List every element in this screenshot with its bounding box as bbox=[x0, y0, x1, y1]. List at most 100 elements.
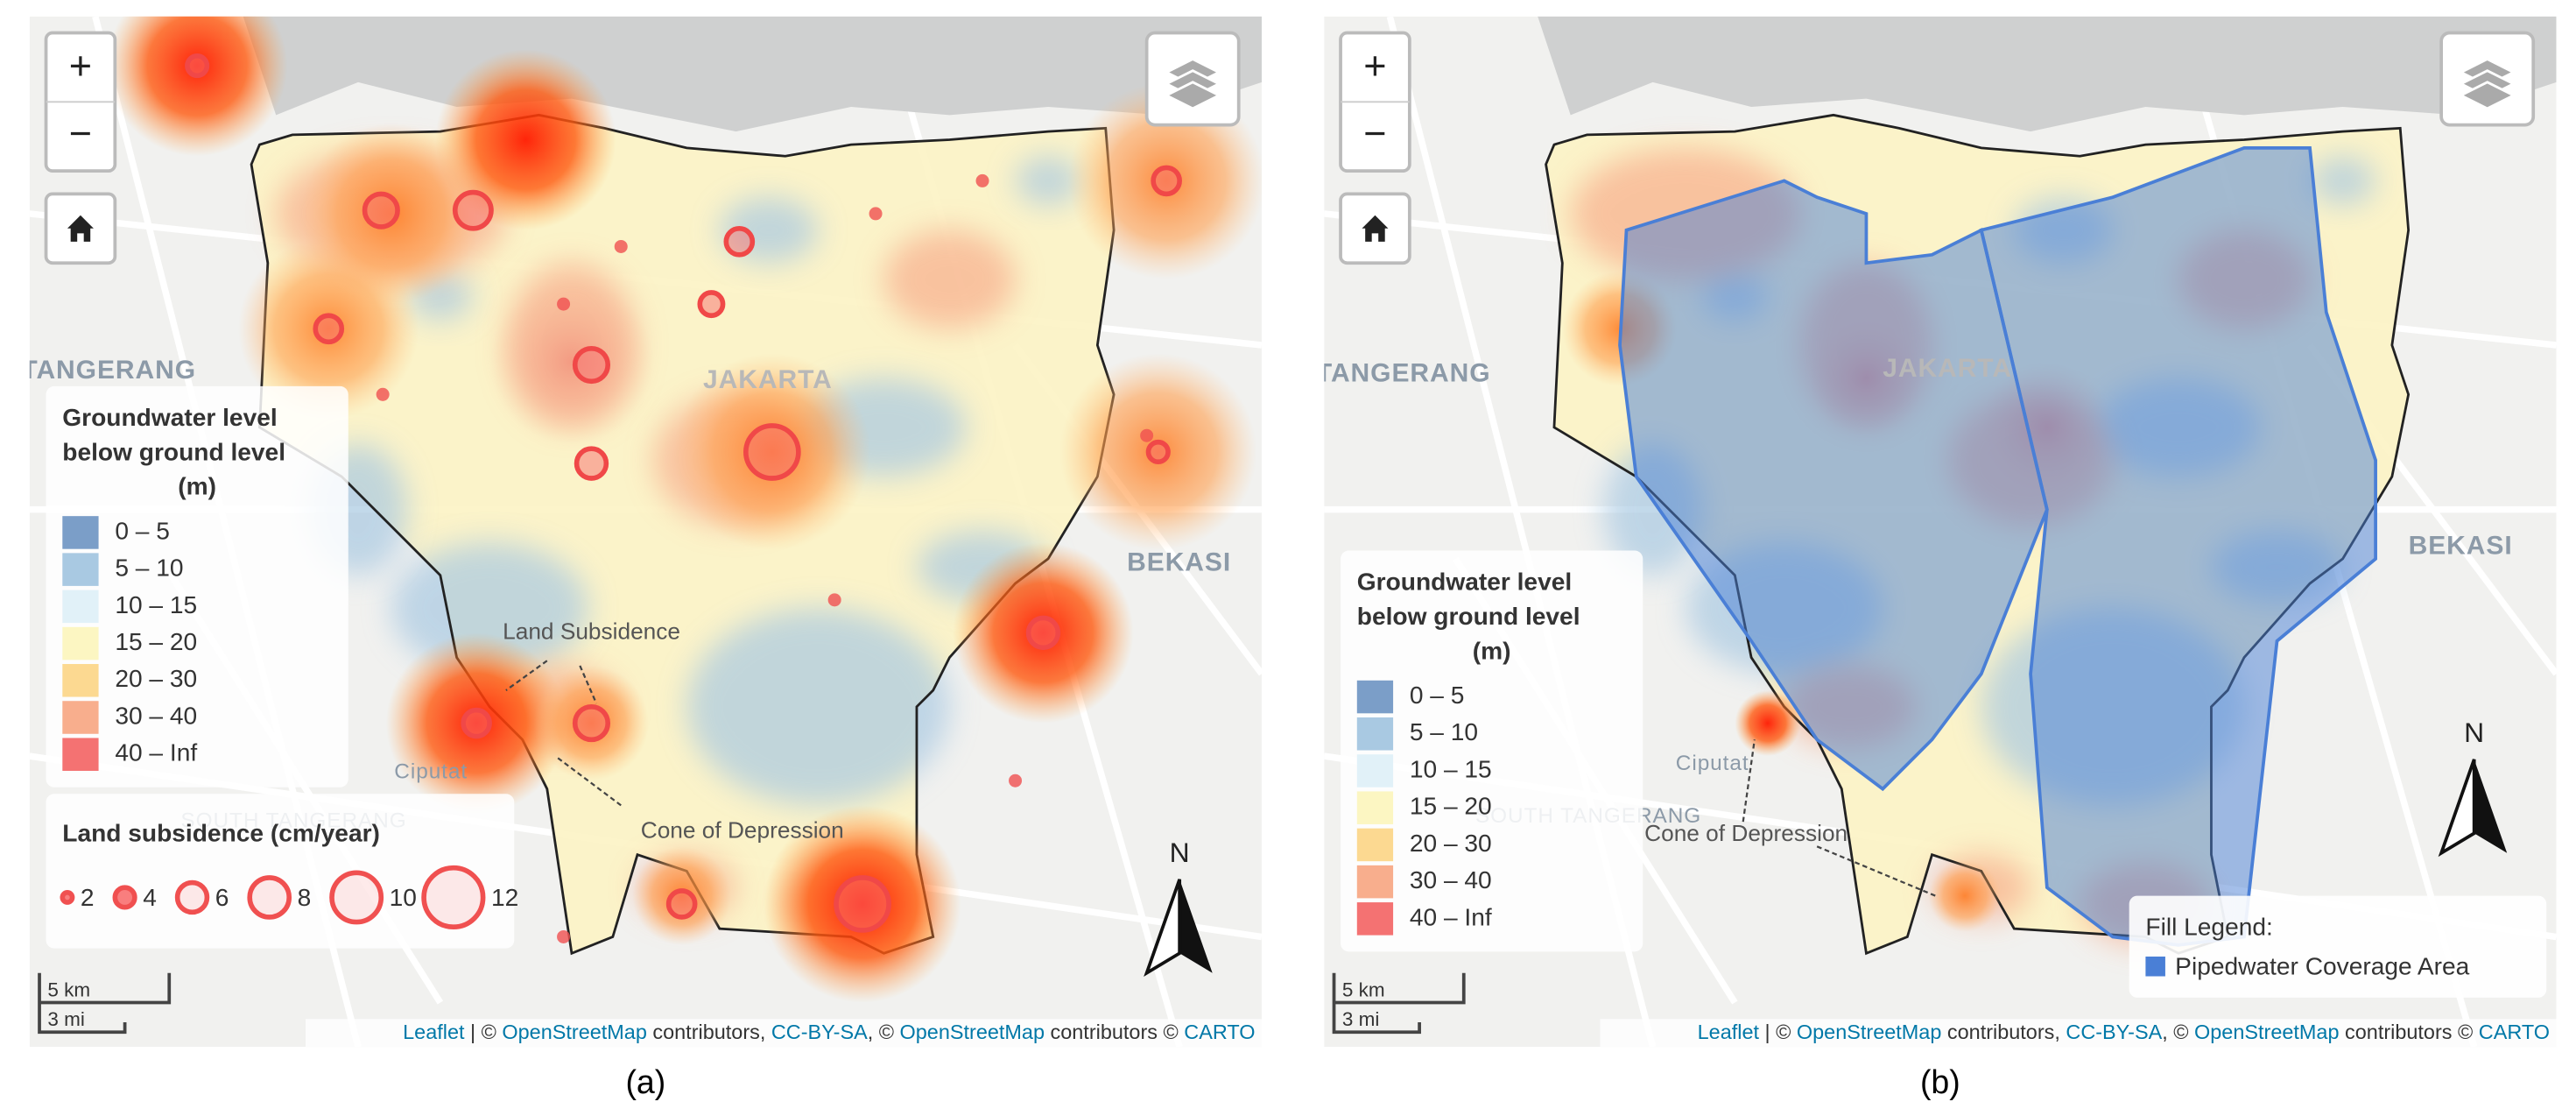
heat-spot bbox=[489, 279, 654, 444]
panel-caption: (b) bbox=[1920, 1063, 1960, 1100]
attribution-text: contributors © bbox=[2340, 1021, 2479, 1043]
zoom-in-button[interactable]: + bbox=[69, 44, 92, 88]
attribution-link[interactable]: Leaflet bbox=[403, 1021, 465, 1043]
attribution-text: contributors, bbox=[1941, 1021, 2066, 1043]
attribution-link[interactable]: CARTO bbox=[1184, 1021, 1255, 1043]
attribution-link[interactable]: OpenStreetMap bbox=[900, 1021, 1045, 1043]
scale-label: 5 km bbox=[47, 978, 90, 1000]
attribution: Leaflet | © OpenStreetMap contributors, … bbox=[403, 1021, 1255, 1043]
attribution-link[interactable]: CC-BY-SA bbox=[2066, 1021, 2162, 1043]
zoom-out-button[interactable]: − bbox=[1363, 111, 1386, 156]
legend-title: below ground level bbox=[62, 438, 285, 465]
annotation: Cone of Depression bbox=[641, 816, 844, 843]
subsidence-marker bbox=[1025, 615, 1061, 651]
subsidence-marker bbox=[665, 888, 698, 920]
legend-title: below ground level bbox=[1357, 603, 1580, 630]
legend-title: Groundwater level bbox=[1357, 569, 1572, 596]
legend-swatch bbox=[1356, 902, 1394, 936]
legend-box bbox=[46, 385, 348, 788]
subsidence-marker bbox=[313, 313, 345, 345]
legend-label: 40 – Inf bbox=[1410, 903, 1492, 930]
scale-label: 3 mi bbox=[47, 1008, 85, 1030]
legend-title: Fill Legend: bbox=[2145, 914, 2272, 941]
zoom-in-button[interactable]: + bbox=[1363, 44, 1386, 88]
city-boundary bbox=[250, 113, 1116, 956]
subsidence-marker bbox=[834, 875, 891, 933]
legend-swatch bbox=[1356, 680, 1394, 714]
legend-swatch bbox=[62, 590, 99, 624]
heat-spot bbox=[106, 16, 288, 157]
legend-bubble bbox=[247, 875, 292, 920]
attribution-text: , © bbox=[2162, 1021, 2194, 1043]
attribution-box bbox=[1600, 1019, 2557, 1048]
legend-label: 8 bbox=[298, 884, 312, 911]
legend-bubble bbox=[329, 870, 384, 925]
layers-icon bbox=[2458, 81, 2516, 110]
annotation: Land Subsidence bbox=[503, 618, 680, 644]
scale-label: 5 km bbox=[1342, 978, 1385, 1000]
legend-label: 4 bbox=[143, 884, 157, 911]
scale-bar bbox=[1332, 972, 1466, 1035]
attribution-link[interactable]: OpenStreetMap bbox=[502, 1021, 646, 1043]
attribution: Leaflet | © OpenStreetMap contributors, … bbox=[1698, 1021, 2550, 1043]
legend-swatch bbox=[1356, 717, 1394, 751]
legend-title: Groundwater level bbox=[62, 404, 277, 431]
attribution-text: | © bbox=[1759, 1021, 1797, 1043]
legend-box bbox=[1341, 550, 1643, 952]
legend-label: 10 – 15 bbox=[1410, 755, 1492, 782]
scale-label: 3 mi bbox=[1342, 1008, 1380, 1030]
attribution-link[interactable]: OpenStreetMap bbox=[1797, 1021, 1941, 1043]
heat-spot bbox=[435, 49, 616, 230]
legend-swatch bbox=[62, 626, 99, 660]
legend-label: 6 bbox=[215, 884, 229, 911]
legend-label: Pipedwater Coverage Area bbox=[2175, 953, 2469, 980]
legend-swatch bbox=[2145, 956, 2165, 977]
legend-swatch bbox=[1356, 865, 1394, 899]
annotation-arrow bbox=[554, 755, 622, 807]
legend-label: 5 – 10 bbox=[115, 554, 183, 582]
legend-swatch bbox=[1356, 791, 1394, 824]
legend-swatch bbox=[1356, 828, 1394, 862]
legend-bubble bbox=[174, 879, 210, 915]
attribution-box bbox=[305, 1019, 1262, 1048]
contour-blob bbox=[883, 230, 1016, 329]
attribution-text: contributors, bbox=[647, 1021, 771, 1043]
attribution-link[interactable]: CC-BY-SA bbox=[771, 1021, 868, 1043]
home-icon bbox=[1362, 215, 1389, 242]
legend-label: 10 bbox=[390, 884, 417, 911]
subsidence-marker bbox=[362, 191, 400, 230]
subsidence-marker bbox=[697, 290, 726, 319]
legend-label: 12 bbox=[491, 884, 518, 911]
heat-spot bbox=[1928, 859, 2002, 932]
attribution-link[interactable]: Leaflet bbox=[1698, 1021, 1760, 1043]
subsidence-marker bbox=[461, 707, 492, 739]
legend-swatch bbox=[62, 516, 99, 549]
subsidence-marker bbox=[376, 387, 390, 401]
subsidence-marker bbox=[574, 446, 609, 481]
subsidence-marker bbox=[827, 593, 841, 607]
legend-swatch bbox=[62, 664, 99, 697]
legend-label: 0 – 5 bbox=[115, 517, 170, 544]
legend-label: 20 – 30 bbox=[1410, 830, 1492, 857]
place-label: TANGERANG bbox=[1316, 359, 1491, 388]
place-label: BEKASI bbox=[2409, 532, 2513, 561]
annotation-arrow bbox=[1742, 739, 1756, 823]
pipedwater-coverage-area bbox=[1979, 145, 2377, 947]
attribution-link[interactable]: CARTO bbox=[2479, 1021, 2550, 1043]
place-label: Ciputat bbox=[394, 759, 468, 783]
place-label: JAKARTA bbox=[1883, 354, 2012, 383]
legend-swatch bbox=[62, 701, 99, 734]
legend-label: 2 bbox=[81, 884, 95, 911]
subsidence-marker bbox=[1145, 439, 1171, 465]
place-label: Ciputat bbox=[1676, 752, 1749, 775]
map-panel: TANGERANGJAKARTABEKASICiputatSOUTH TANGE… bbox=[29, 16, 1262, 1048]
layers-icon bbox=[1164, 81, 1222, 110]
legend-box bbox=[46, 794, 515, 949]
scale-bar bbox=[38, 972, 172, 1035]
zoom-out-button[interactable]: − bbox=[69, 111, 92, 156]
attribution-link[interactable]: OpenStreetMap bbox=[2194, 1021, 2339, 1043]
attribution-text: , © bbox=[868, 1021, 900, 1043]
attribution-text: | © bbox=[465, 1021, 503, 1043]
subsidence-marker bbox=[743, 423, 801, 481]
